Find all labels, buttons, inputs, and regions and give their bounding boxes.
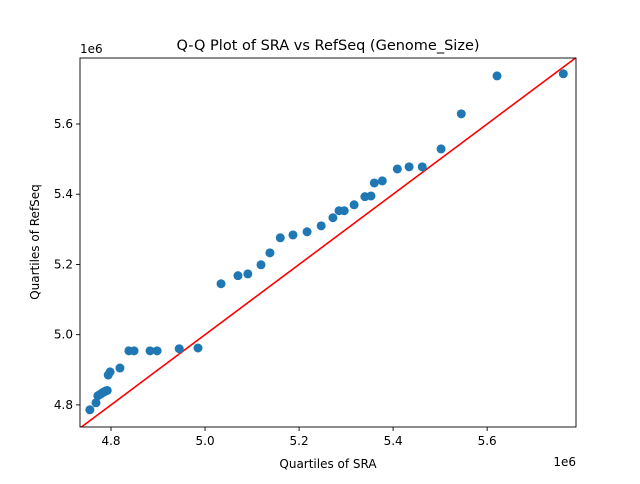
data-point [366, 191, 376, 201]
data-point [339, 206, 349, 216]
data-point [369, 178, 379, 188]
data-point [85, 405, 95, 415]
data-point [275, 233, 285, 243]
data-point [316, 221, 326, 231]
data-point [265, 248, 275, 258]
data-point [129, 346, 139, 356]
data-point [256, 260, 266, 270]
data-point [193, 343, 203, 353]
data-point [302, 227, 312, 237]
data-point [174, 344, 184, 354]
data-point [456, 109, 466, 119]
data-point [145, 346, 155, 356]
y-tick-label: 5.6 [54, 117, 73, 131]
data-point [152, 346, 162, 356]
y-tick-label: 5.0 [54, 328, 73, 342]
data-point [492, 71, 502, 81]
x-tick-label: 5.2 [290, 434, 309, 448]
y-axis-label: Quartiles of RefSeq [28, 184, 42, 300]
data-point [243, 269, 253, 279]
plot-frame [79, 57, 577, 428]
y-tick-label: 5.2 [54, 257, 73, 271]
data-point [349, 200, 359, 210]
data-point [558, 69, 568, 79]
data-point [91, 398, 101, 408]
data-point [417, 162, 427, 172]
data-point [288, 230, 298, 240]
x-tick-label: 4.8 [101, 434, 120, 448]
data-point [377, 176, 387, 186]
data-point [328, 213, 338, 223]
data-point [216, 279, 226, 289]
x-offset-label: 1e6 [553, 455, 576, 469]
y-offset-label: 1e6 [80, 42, 103, 56]
chart-title: Q-Q Plot of SRA vs RefSeq (Genome_Size) [176, 38, 479, 54]
data-point [233, 271, 243, 281]
reference-line [80, 58, 576, 427]
x-tick-label: 5.4 [384, 434, 403, 448]
x-axis-label: Quartiles of SRA [279, 457, 377, 471]
data-point [102, 385, 112, 395]
data-point [392, 164, 402, 174]
data-point [105, 367, 115, 377]
data-point [404, 162, 414, 172]
x-tick-label: 5.6 [478, 434, 497, 448]
data-point [115, 363, 125, 373]
y-tick-label: 4.8 [54, 398, 73, 412]
x-tick-label: 5.0 [196, 434, 215, 448]
y-tick-label: 5.4 [54, 187, 73, 201]
data-point [436, 144, 446, 154]
